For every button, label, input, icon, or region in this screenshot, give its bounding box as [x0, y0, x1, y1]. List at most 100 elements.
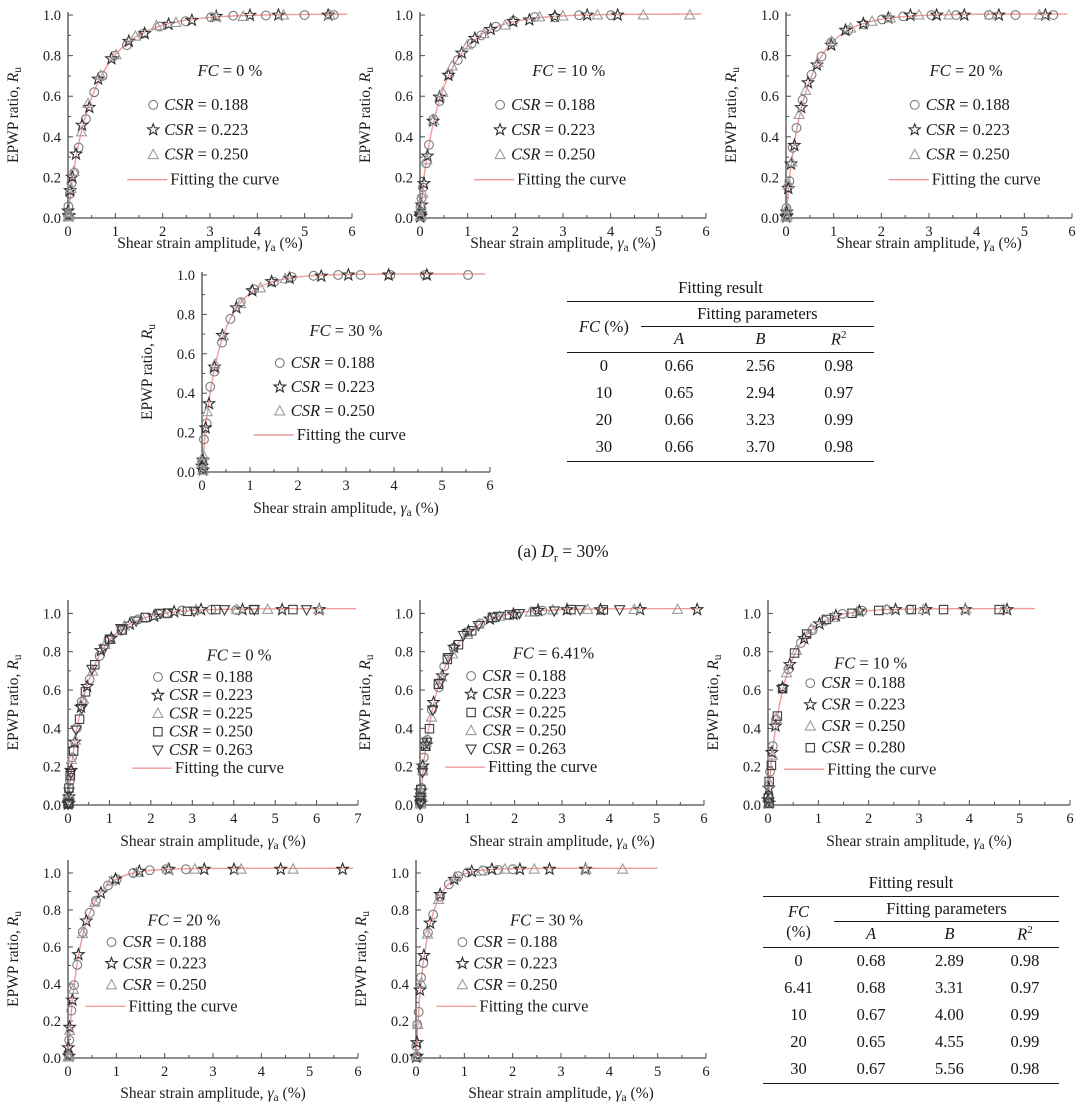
y-tick-label: 0.8 — [761, 49, 779, 65]
x-tick-label: 2 — [878, 224, 885, 240]
series-csr-0.223 — [61, 861, 350, 1063]
x-tick-label: 1 — [464, 224, 471, 240]
y-tick-label: 0.8 — [743, 645, 761, 661]
x-tick-label: 1 — [112, 224, 119, 240]
table-cell: 3.31 — [935, 978, 964, 997]
series-csr-0.250 — [62, 8, 336, 222]
y-tick-label: 0.8 — [395, 49, 413, 65]
table-cell: 0.98 — [1010, 951, 1040, 970]
fit-curve — [67, 867, 354, 1057]
table-row: 0 0.66 2.56 0.98 — [567, 352, 874, 380]
legend-item-csr: CSR = 0.188 — [164, 95, 248, 114]
y-tick-label: 0.6 — [395, 683, 413, 699]
x-tick-label: 6 — [313, 811, 320, 827]
series-csr-0.188 — [415, 10, 616, 221]
legend-item-fit: Fitting the curve — [932, 170, 1041, 189]
legend-title-fc: FC = 0 % — [206, 645, 272, 664]
legend-title-fc: FC = 0 % — [196, 61, 262, 80]
x-tick-label: 3 — [558, 811, 565, 827]
x-tick-label: 3 — [189, 811, 196, 827]
series-csr-0.188 — [63, 864, 191, 1062]
y-axis-label: EPWP ratio, Ru — [357, 67, 376, 163]
x-tick-label: 5 — [653, 811, 660, 827]
y-tick-label: 0.0 — [177, 465, 195, 481]
caption-a-subscript: r — [553, 550, 558, 565]
x-tick-label: 5 — [301, 224, 308, 240]
y-tick-label: 0.0 — [395, 798, 413, 814]
y-tick-label: 0.6 — [43, 89, 61, 105]
legend: FC = 0 % CSR = 0.188 CSR = 0.223 CSR = 0.25… — [127, 61, 279, 189]
x-axis-ticks — [67, 1053, 359, 1058]
x-tick-label: 2 — [159, 224, 166, 240]
y-tick-label: 0.6 — [391, 940, 409, 956]
y-tick-label: 0.8 — [177, 307, 195, 323]
series-csr-0.263 — [62, 605, 313, 811]
series-csr-0.250 — [414, 8, 696, 221]
series-csr-0.223 — [194, 267, 435, 477]
legend-item-fit: Fitting the curve — [170, 170, 279, 189]
legend-item-csr: CSR = 0.225 — [169, 703, 253, 722]
legend-item-csr: CSR = 0.250 — [511, 145, 595, 164]
fitting-table-b: Fitting result FC (%) Fitting parameters A B R… — [763, 873, 1059, 1084]
table-row: 30 0.67 5.56 0.98 — [763, 1055, 1059, 1084]
legend-item-csr: CSR = 0.250 — [821, 716, 905, 735]
x-tick-label: 4 — [607, 224, 615, 240]
legend: FC = 10 % CSR = 0.188 CSR = 0.223 CSR = 0.2… — [474, 61, 626, 189]
x-axis-ticks — [419, 213, 707, 218]
param-header-A: A — [640, 326, 718, 353]
table-cell: 2.89 — [935, 951, 964, 970]
y-tick-label: 0.6 — [177, 347, 195, 363]
legend-title-fc: FC = 6.41% — [512, 643, 595, 662]
legend-item-csr: CSR = 0.188 — [482, 666, 566, 685]
y-tick-label: 0.2 — [177, 426, 195, 442]
legend-item-csr: CSR = 0.250 — [164, 145, 248, 164]
legend: FC = 30 % CSR = 0.188 CSR = 0.223 CSR = 0.2… — [253, 321, 406, 444]
x-tick-label: 6 — [348, 224, 355, 240]
fitting-table-a: Fitting result FC (%) Fitting parameters A B… — [567, 278, 874, 462]
series-csr-0.263 — [414, 605, 626, 811]
y-tick-label: 0.6 — [43, 940, 61, 956]
x-tick-label: 0 — [412, 1064, 419, 1080]
x-tick-label: 1 — [815, 811, 822, 827]
y-tick-label: 0.0 — [391, 1051, 409, 1067]
legend-item-csr: CSR = 0.188 — [169, 667, 253, 686]
table-cell: 0.66 — [664, 356, 694, 375]
legend-item-csr: CSR = 0.280 — [821, 738, 905, 757]
plot-b-fc641: 0 1 2 3 4 5 6 0.0 0.2 0.4 0.6 0.8 1.0 Shear strain am… — [357, 600, 708, 852]
table-cell: 0.99 — [1010, 1005, 1040, 1024]
table-cell: 0.66 — [640, 433, 718, 462]
x-tick-label: 4 — [973, 224, 981, 240]
group-header-fitting-parameters: Fitting parameters — [640, 301, 874, 327]
y-tick-label: 0.0 — [43, 211, 61, 227]
legend-item-csr: CSR = 0.223 — [511, 120, 595, 139]
x-axis-ticks — [415, 1053, 707, 1058]
legend-item-csr: CSR = 0.188 — [123, 932, 207, 951]
x-tick-label: 5 — [438, 478, 445, 494]
legend: FC = 20 % CSR = 0.188 CSR = 0.223 CSR = 0.2… — [888, 61, 1041, 189]
series-csr-0.250 — [196, 272, 292, 475]
series-csr-0.250 — [62, 862, 300, 1062]
x-tick-label: 1 — [461, 1064, 468, 1080]
param-header-B: B — [717, 326, 804, 353]
x-tick-label: 3 — [342, 478, 349, 494]
legend: FC = 30 % CSR = 0.188 CSR = 0.223 CSR = 0.2… — [436, 910, 588, 1015]
x-tick-label: 6 — [1068, 224, 1075, 240]
y-tick-label: 1.0 — [43, 606, 61, 622]
y-tick-label: 1.0 — [391, 866, 409, 882]
table-cell: 0.65 — [664, 383, 694, 402]
x-tick-label: 6 — [354, 1064, 361, 1080]
y-tick-label: 0.4 — [743, 721, 762, 737]
table-cell: 20 — [790, 1032, 807, 1051]
plot-b-fc0: 0 1 2 3 4 5 6 7 0.0 0.2 0.4 0.6 0.8 1.0 Shear strain a… — [5, 600, 362, 852]
series-csr-0.188 — [63, 10, 339, 221]
table-cell: 2.56 — [745, 356, 775, 375]
legend-item-csr: CSR = 0.188 — [511, 95, 595, 114]
fit-curve — [767, 607, 1035, 804]
series-csr-0.280 — [763, 604, 1004, 808]
y-tick-label: 0.4 — [177, 386, 196, 402]
y-axis-ticks — [768, 612, 773, 806]
table-title: Fitting result — [868, 873, 954, 892]
y-tick-label: 0.6 — [43, 683, 61, 699]
x-tick-label: 2 — [161, 1064, 168, 1080]
